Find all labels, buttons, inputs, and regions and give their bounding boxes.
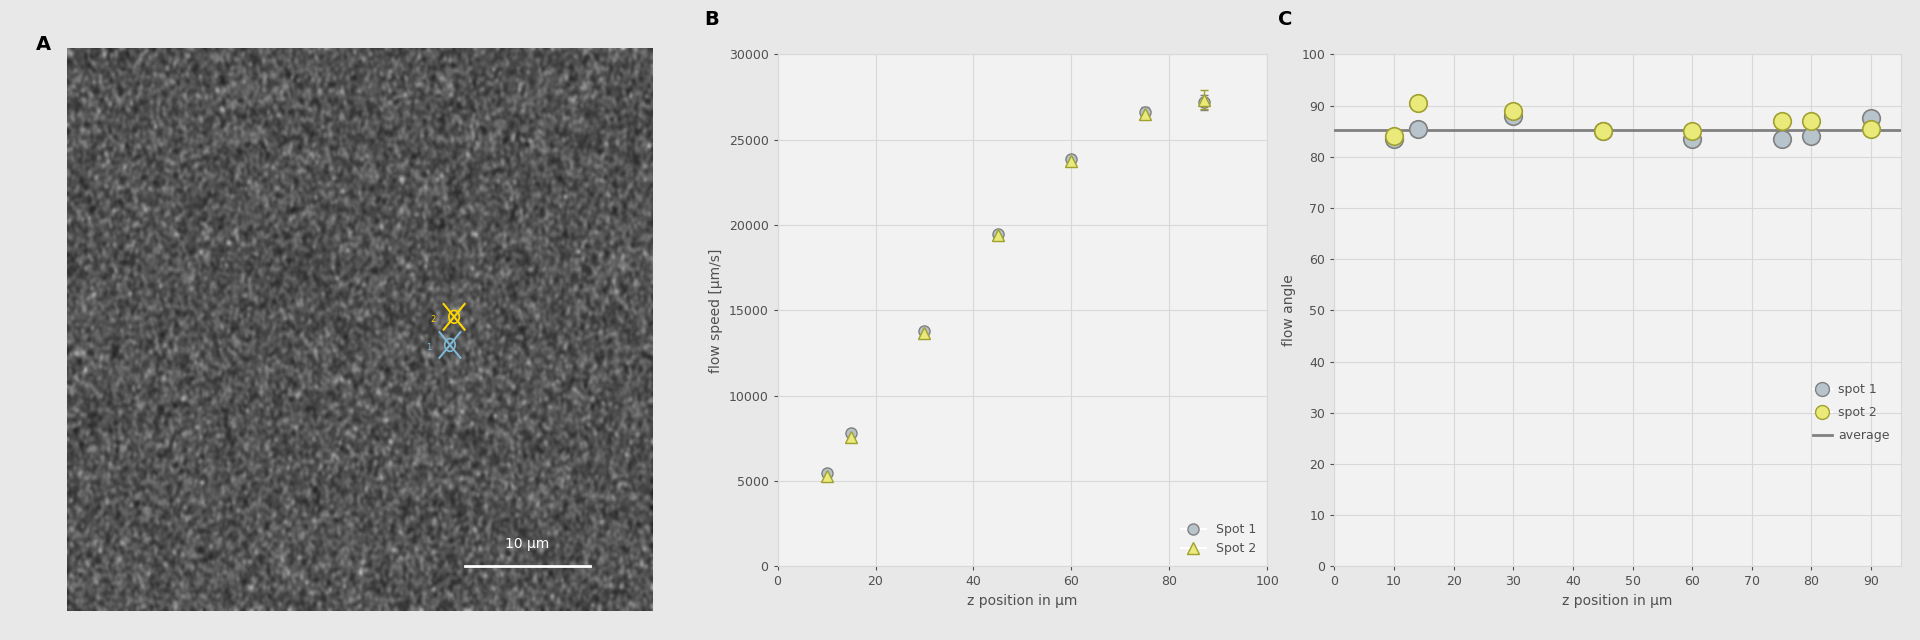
Text: A: A	[36, 35, 52, 54]
Point	[1402, 124, 1432, 134]
Point	[1379, 131, 1409, 141]
Text: 10 μm: 10 μm	[505, 537, 549, 551]
Point	[1588, 126, 1619, 136]
Text: 1: 1	[426, 343, 432, 352]
Point	[1588, 126, 1619, 136]
Y-axis label: flow angle: flow angle	[1283, 275, 1296, 346]
Text: B: B	[705, 10, 718, 29]
Legend: spot 1, spot 2, average: spot 1, spot 2, average	[1809, 378, 1895, 447]
Point	[1795, 131, 1826, 141]
Point	[1498, 106, 1528, 116]
Legend: Spot 1, Spot 2: Spot 1, Spot 2	[1175, 518, 1261, 560]
Y-axis label: flow speed [μm/s]: flow speed [μm/s]	[708, 248, 724, 372]
Point	[1402, 98, 1432, 108]
Point	[1766, 116, 1797, 126]
Point	[1379, 134, 1409, 144]
Point	[1766, 134, 1797, 144]
Point	[1855, 113, 1885, 124]
Point	[1795, 116, 1826, 126]
X-axis label: z position in μm: z position in μm	[1563, 594, 1672, 608]
X-axis label: z position in μm: z position in μm	[968, 594, 1077, 608]
Point	[1676, 126, 1707, 136]
Point	[1676, 134, 1707, 144]
Point	[1855, 124, 1885, 134]
Point	[1498, 111, 1528, 121]
Text: C: C	[1277, 10, 1292, 29]
Text: 2: 2	[430, 315, 436, 324]
